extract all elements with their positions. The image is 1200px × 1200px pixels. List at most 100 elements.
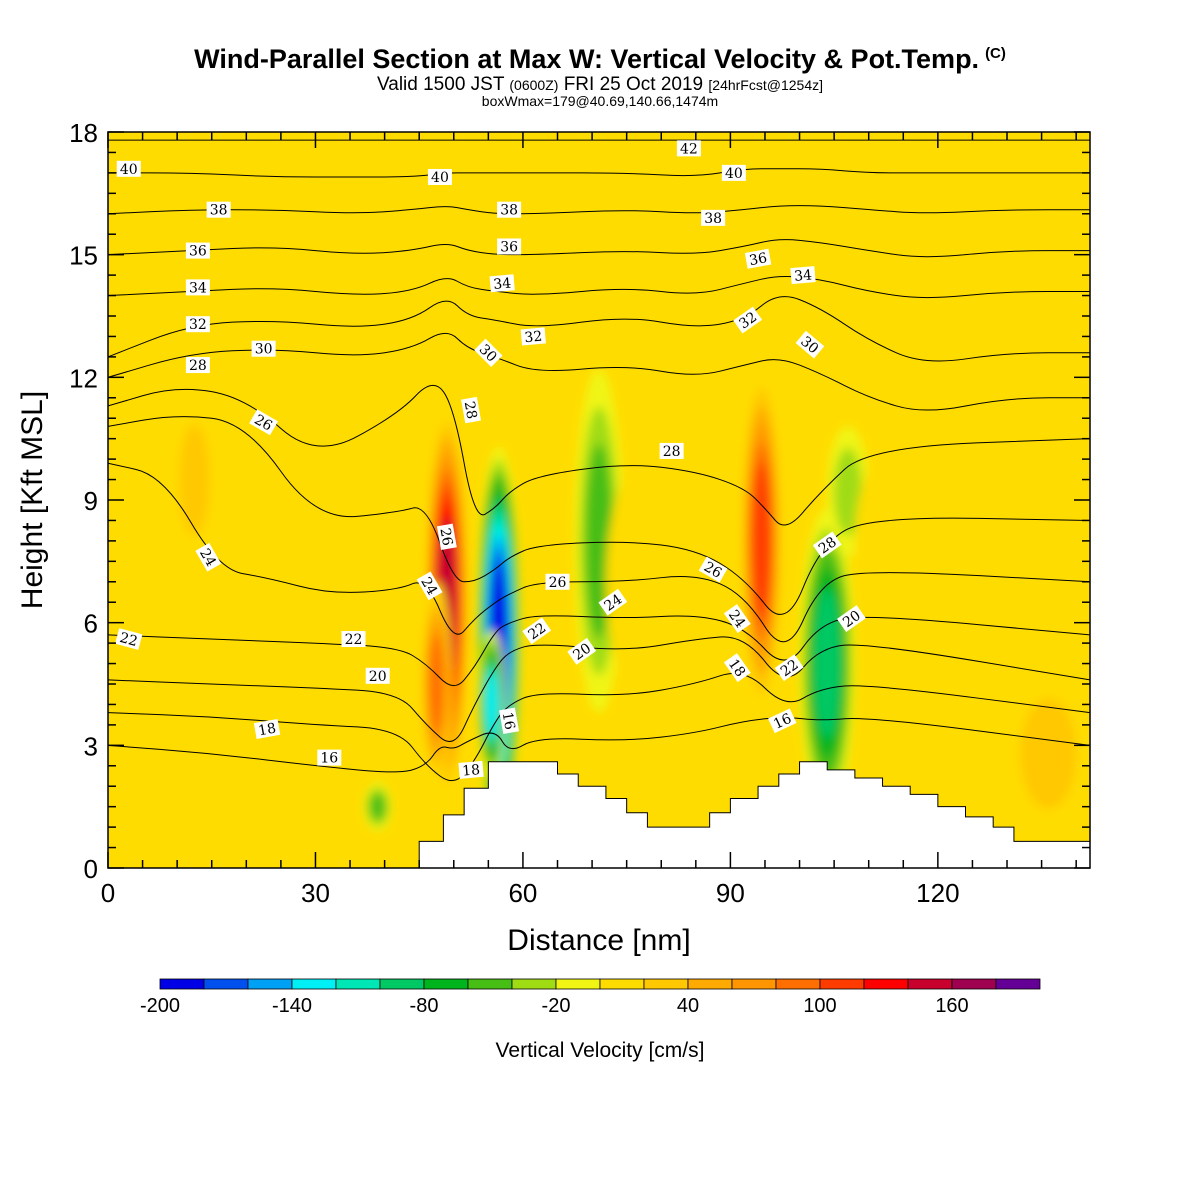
contour-label-bg: [698, 556, 728, 583]
colorbar-swatch: [555, 978, 601, 990]
theta-contour-20: [108, 636, 1090, 742]
contour-label-bg: [721, 164, 746, 181]
velocity-cells: [135, 132, 1090, 840]
colorbar-tick-label: 40: [677, 995, 699, 1017]
theta-contour-38: [108, 205, 1090, 215]
contour-label-text: 18: [257, 721, 277, 740]
velocity-cell: [1020, 698, 1077, 809]
contour-label-text: 24: [196, 546, 219, 570]
contour-label: 34: [790, 266, 816, 285]
valid-date: FRI 25 Oct 2019: [563, 74, 704, 95]
contour-label: 26: [249, 409, 278, 436]
contour-label-text: 16: [771, 711, 794, 733]
theta-contour-28: [108, 385, 1090, 526]
contour-label-bg: [522, 617, 552, 645]
copyright-mark: (C): [985, 45, 1006, 62]
y-tick-label: 18: [69, 118, 98, 148]
contour-label: 36: [497, 238, 522, 255]
contour-label: 18: [253, 719, 281, 740]
contour-label: 32: [520, 327, 546, 346]
contour-label-bg: [115, 628, 143, 650]
valid-time-line: Valid 1500 JST (0600Z) FRI 25 Oct 2019 […: [0, 74, 1200, 96]
contour-label: 34: [185, 279, 210, 296]
theta-contour-32: [108, 296, 1090, 362]
contour-label: 16: [317, 749, 342, 767]
contour-label-bg: [567, 637, 597, 665]
x-tick-label: 30: [301, 878, 330, 908]
contour-label-text: 40: [431, 170, 449, 186]
contour-label: 22: [115, 628, 143, 650]
contour-label-bg: [474, 338, 503, 367]
terrain-profile: [108, 761, 1091, 869]
contour-label-bg: [489, 274, 515, 293]
contour-label-text: 38: [704, 211, 722, 227]
contour-label-text: 40: [725, 166, 743, 182]
contour-label-bg: [461, 396, 482, 424]
colorbar-swatch: [995, 978, 1041, 990]
contour-label-text: 26: [436, 527, 455, 547]
colorbar: -200 -140 -80 -20 40 100 160 Vertical Velocity …: [140, 978, 1041, 1062]
colorbar-tick-label: 160: [935, 995, 968, 1017]
contour-label-bg: [185, 357, 210, 374]
velocity-cell: [752, 462, 772, 620]
contour-label: 28: [659, 442, 684, 460]
velocity-cell: [605, 438, 717, 725]
box-w-max-line: boxWmax=179@40.69,140.66,1474m: [481, 93, 719, 109]
contour-label-text: 20: [369, 669, 387, 685]
contour-label-text: 16: [499, 711, 518, 731]
contour-label-text: 34: [189, 280, 207, 296]
contour-label: 36: [185, 242, 210, 260]
contour-label-bg: [545, 573, 570, 590]
contour-label-bg: [774, 654, 804, 682]
velocity-cell: [813, 588, 841, 739]
contour-label-bg: [185, 279, 210, 296]
contour-label: 28: [461, 396, 482, 424]
contour-label-text: 22: [345, 632, 363, 648]
contour-label-text: 24: [417, 575, 440, 599]
contour-label-bg: [790, 266, 816, 285]
contour-label-bg: [812, 531, 842, 559]
contour-label-bg: [249, 409, 278, 436]
forecast-info: [24hrFcst@1254z]: [708, 77, 823, 93]
contour-label-text: 36: [748, 250, 768, 269]
contour-label-bg: [341, 631, 366, 648]
colorbar-swatch: [247, 978, 293, 990]
velocity-cell: [369, 792, 386, 821]
colorbar-swatch: [291, 978, 337, 990]
y-tick-label: 12: [69, 363, 98, 393]
velocity-cell: [460, 172, 655, 378]
contour-label: 26: [436, 523, 457, 551]
contour-label: 38: [701, 209, 726, 227]
contour-label-bg: [251, 340, 276, 357]
contour-label-text: 34: [493, 276, 512, 293]
contour-label-bg: [659, 442, 684, 459]
contour-label-text: 42: [680, 141, 698, 157]
vertical-velocity-field: [108, 132, 1090, 868]
contour-label-text: 32: [189, 317, 207, 333]
contour-label-bg: [723, 604, 751, 633]
velocity-cell: [429, 634, 444, 734]
colorbar-swatch: [335, 978, 381, 990]
chart-title: Wind-Parallel Section at Max W: Vertical…: [0, 44, 1200, 75]
colorbar-swatch: [819, 978, 865, 990]
contour-label-bg: [744, 248, 772, 269]
contour-label-bg: [795, 330, 825, 359]
colorbar-swatch: [467, 978, 513, 990]
contour-label: 24: [416, 571, 443, 601]
theta-contour-40: [108, 168, 1090, 178]
contour-label-bg: [427, 168, 452, 185]
velocity-cell: [135, 132, 219, 357]
colorbar-swatch: [159, 978, 205, 990]
contour-label: 30: [251, 340, 276, 358]
contour-label-text: 28: [461, 400, 480, 420]
colorbar-swatch: [775, 978, 821, 990]
velocity-cell: [179, 424, 210, 535]
velocity-cell: [833, 447, 862, 536]
contour-label-bg: [416, 571, 443, 601]
colorbar-tick-label: -140: [272, 995, 312, 1017]
contour-label-bg: [733, 306, 763, 334]
contour-label-text: 26: [701, 559, 725, 582]
y-tick-label: 15: [69, 241, 98, 271]
